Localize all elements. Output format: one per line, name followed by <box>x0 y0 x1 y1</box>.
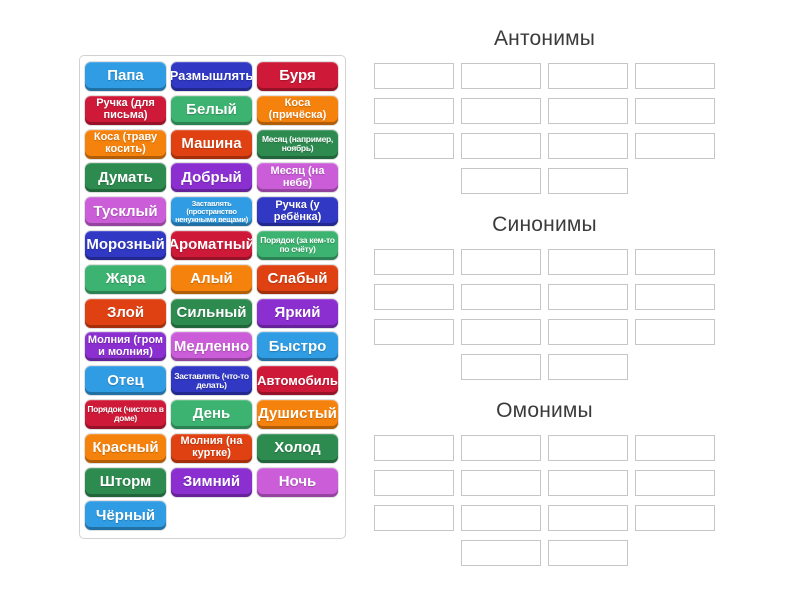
answer-slot[interactable] <box>635 63 715 89</box>
word-tile[interactable]: Коса (причёска) <box>257 95 338 125</box>
word-tile[interactable]: Молния (на куртке) <box>171 433 252 463</box>
answer-slot[interactable] <box>548 470 628 496</box>
answer-slot[interactable] <box>548 284 628 310</box>
word-tile[interactable]: Ароматный <box>171 230 252 260</box>
answer-slot[interactable] <box>635 505 715 531</box>
word-tile[interactable]: Буря <box>257 62 338 91</box>
word-tile[interactable]: Белый <box>171 95 252 125</box>
answer-slot[interactable] <box>548 540 628 566</box>
answer-slot[interactable] <box>374 470 454 496</box>
word-tile[interactable]: Ночь <box>257 467 338 497</box>
word-tile[interactable]: Морозный <box>85 230 166 260</box>
word-tile[interactable]: Месяц (например, ноябрь) <box>257 129 338 159</box>
slot-grid-antonyms <box>374 63 715 194</box>
answer-slot[interactable] <box>461 540 541 566</box>
answer-slot[interactable] <box>461 98 541 124</box>
answer-slot[interactable] <box>374 319 454 345</box>
answer-slot[interactable] <box>635 319 715 345</box>
word-tile[interactable]: Жара <box>85 264 166 294</box>
answer-slot[interactable] <box>548 98 628 124</box>
word-tile[interactable]: Порядок (чистота в доме) <box>85 399 166 429</box>
answer-slot[interactable] <box>461 133 541 159</box>
word-tile[interactable]: Быстро <box>257 332 338 362</box>
word-tile[interactable]: Ручка (у ребёнка) <box>257 197 338 227</box>
slot-grid-synonyms <box>374 249 715 380</box>
answer-slot[interactable] <box>461 63 541 89</box>
answer-slot[interactable] <box>548 63 628 89</box>
answer-slot[interactable] <box>461 435 541 461</box>
word-tile[interactable]: Злой <box>85 298 166 328</box>
category-groups: Антонимы Синонимы Омонимы <box>374 27 715 585</box>
answer-slot[interactable] <box>635 249 715 275</box>
group-title-synonyms: Синонимы <box>492 213 597 236</box>
word-tile[interactable]: Чёрный <box>85 501 166 531</box>
answer-slot[interactable] <box>374 284 454 310</box>
word-tile[interactable]: Заставлять (что-то делать) <box>171 366 252 396</box>
answer-slot[interactable] <box>461 470 541 496</box>
word-tile[interactable]: Добрый <box>171 163 252 193</box>
answer-slot[interactable] <box>548 319 628 345</box>
word-tile-panel: Папа Размышлять Буря Ручка (для письма) Белы… <box>79 55 346 539</box>
answer-slot[interactable] <box>548 168 628 194</box>
answer-slot[interactable] <box>548 249 628 275</box>
group-title-antonyms: Антонимы <box>493 27 596 50</box>
group-title-homonyms: Омонимы <box>496 399 593 422</box>
word-tile[interactable]: Красный <box>85 433 166 463</box>
answer-slot[interactable] <box>635 284 715 310</box>
answer-slot[interactable] <box>461 249 541 275</box>
answer-slot[interactable] <box>461 284 541 310</box>
word-tile[interactable]: Думать <box>85 163 166 193</box>
word-tile[interactable]: Зимний <box>171 467 252 497</box>
answer-slot[interactable] <box>374 98 454 124</box>
word-tile[interactable]: Медленно <box>171 332 252 362</box>
word-tile[interactable]: Молния (гром и молния) <box>85 332 166 362</box>
word-tile[interactable]: Шторм <box>85 467 166 497</box>
answer-slot[interactable] <box>635 435 715 461</box>
answer-slot[interactable] <box>635 98 715 124</box>
word-tile[interactable]: Яркий <box>257 298 338 328</box>
word-tile[interactable]: Заставлять (пространство ненужными вещам… <box>171 197 252 227</box>
word-tile[interactable]: Слабый <box>257 264 338 294</box>
answer-slot[interactable] <box>374 133 454 159</box>
word-tile[interactable]: Порядок (за кем-то по счёту) <box>257 230 338 260</box>
word-tile[interactable]: Месяц (на небе) <box>257 163 338 193</box>
word-tile[interactable]: Отец <box>85 366 166 396</box>
group-antonyms: Антонимы <box>374 27 715 194</box>
word-tile[interactable]: Сильный <box>171 298 252 328</box>
word-tile[interactable]: Папа <box>85 62 166 91</box>
group-synonyms: Синонимы <box>374 213 715 380</box>
answer-slot[interactable] <box>461 354 541 380</box>
answer-slot[interactable] <box>635 470 715 496</box>
word-tile[interactable]: Алый <box>171 264 252 294</box>
word-tile[interactable]: Ручка (для письма) <box>85 95 166 125</box>
group-homonyms: Омонимы <box>374 399 715 566</box>
answer-slot[interactable] <box>635 133 715 159</box>
answer-slot[interactable] <box>374 249 454 275</box>
word-tile[interactable]: Коса (траву косить) <box>85 129 166 159</box>
answer-slot[interactable] <box>374 435 454 461</box>
word-tile[interactable]: День <box>171 399 252 429</box>
slot-grid-homonyms <box>374 435 715 566</box>
word-tile[interactable]: Холод <box>257 433 338 463</box>
answer-slot[interactable] <box>548 354 628 380</box>
answer-slot[interactable] <box>548 435 628 461</box>
answer-slot[interactable] <box>374 505 454 531</box>
answer-slot[interactable] <box>374 63 454 89</box>
word-tile[interactable]: Размышлять <box>171 62 252 91</box>
answer-slot[interactable] <box>461 319 541 345</box>
answer-slot[interactable] <box>461 168 541 194</box>
word-tile[interactable]: Автомобиль <box>257 366 338 396</box>
word-tile[interactable]: Душистый <box>257 399 338 429</box>
answer-slot[interactable] <box>548 133 628 159</box>
answer-slot[interactable] <box>461 505 541 531</box>
answer-slot[interactable] <box>548 505 628 531</box>
word-tile[interactable]: Тусклый <box>85 197 166 227</box>
word-tile[interactable]: Машина <box>171 129 252 159</box>
